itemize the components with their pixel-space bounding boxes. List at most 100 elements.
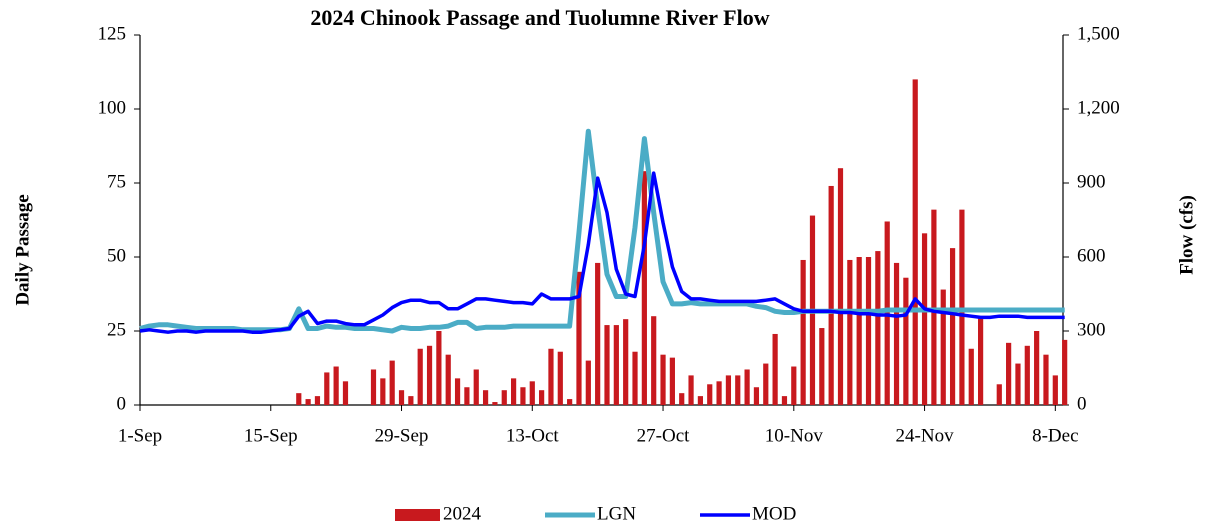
bar (800, 259, 806, 405)
bar (380, 378, 386, 405)
bar (567, 399, 573, 405)
bar (996, 384, 1002, 405)
bar (847, 259, 853, 405)
bar (884, 221, 890, 405)
bar (548, 348, 554, 405)
bar (753, 387, 760, 405)
bar (791, 366, 797, 405)
bar (305, 399, 311, 405)
y-tick-label: 125 (98, 23, 127, 44)
x-tick-label: 24-Nov (896, 425, 955, 446)
bar (931, 209, 937, 405)
bar (688, 375, 694, 405)
bar (660, 354, 666, 405)
bar (333, 366, 339, 405)
x-tick-label: 15-Sep (244, 425, 298, 446)
y2-tick-label: 0 (1077, 393, 1087, 414)
bar (875, 251, 881, 405)
bar (912, 79, 918, 406)
bar (1015, 363, 1021, 405)
bar (641, 171, 647, 405)
bar (735, 375, 741, 405)
x-tick-label: 10-Nov (765, 425, 824, 446)
bar (763, 363, 769, 405)
bar (781, 396, 788, 405)
bar (445, 354, 451, 405)
bar (464, 387, 470, 405)
bar (921, 233, 928, 405)
bar (707, 384, 713, 405)
y2-tick-label: 900 (1077, 171, 1106, 192)
bar (819, 328, 825, 405)
bar (1006, 342, 1012, 405)
bar (576, 271, 582, 405)
bar (398, 390, 405, 405)
legend-label: MOD (752, 503, 796, 524)
bar (1062, 339, 1068, 405)
chart-title: 2024 Chinook Passage and Tuolumne River … (310, 5, 769, 30)
bar (529, 381, 535, 405)
x-tick-label: 13-Oct (506, 425, 559, 446)
x-tick-label: 1-Sep (118, 425, 162, 446)
bar (296, 393, 302, 405)
bar (697, 396, 703, 405)
x-tick-label: 27-Oct (637, 425, 690, 446)
bar (725, 375, 732, 405)
bar (436, 331, 442, 405)
bar (1052, 375, 1058, 405)
bar (903, 277, 909, 405)
bar (959, 209, 965, 405)
bar (1043, 354, 1049, 405)
legend-label: 2024 (443, 503, 482, 524)
bar (632, 351, 638, 405)
bar (389, 360, 395, 405)
y-tick-label: 75 (107, 171, 126, 192)
bar (623, 319, 629, 405)
bar (408, 396, 414, 405)
y2-tick-label: 1,200 (1077, 97, 1120, 118)
y-axis-label: Daily Passage (12, 194, 33, 305)
bar (511, 378, 517, 405)
bar (595, 262, 601, 405)
y2-tick-label: 600 (1077, 245, 1106, 266)
y-tick-label: 0 (117, 393, 127, 414)
bar (426, 345, 433, 405)
bar (342, 381, 349, 405)
bar (837, 168, 844, 405)
bar (856, 257, 862, 405)
bar (501, 390, 507, 405)
bar (454, 378, 461, 405)
y2-axis-label: Flow (cfs) (1176, 195, 1197, 275)
bar (473, 369, 479, 405)
bar (949, 248, 956, 405)
bar (940, 289, 946, 405)
bar (978, 316, 984, 405)
bar (557, 351, 563, 405)
bar (604, 325, 610, 405)
bar (1024, 345, 1030, 405)
bar (828, 185, 834, 405)
legend-label: LGN (597, 503, 636, 524)
bar (482, 390, 489, 405)
bar (314, 396, 321, 405)
bar (539, 390, 545, 405)
bar (968, 348, 974, 405)
x-tick-label: 8-Dec (1032, 425, 1078, 446)
bar (716, 381, 722, 405)
bar (893, 262, 900, 405)
bar (324, 372, 330, 405)
y-tick-label: 50 (107, 245, 126, 266)
bar (613, 325, 619, 405)
bar (865, 257, 872, 405)
bar (370, 369, 377, 405)
y-tick-label: 100 (98, 97, 127, 118)
bar (669, 357, 675, 405)
bar (585, 360, 591, 405)
bar (417, 348, 423, 405)
bar (679, 393, 685, 405)
bar (744, 369, 750, 405)
bar (772, 333, 778, 405)
y-tick-label: 25 (107, 319, 126, 340)
